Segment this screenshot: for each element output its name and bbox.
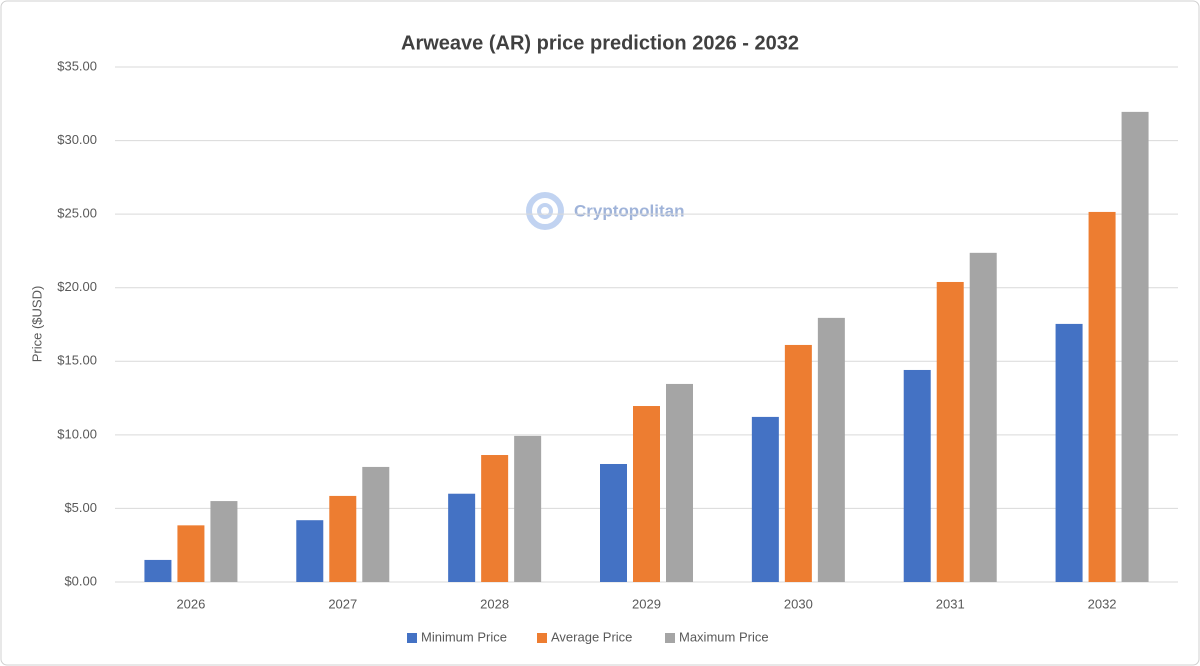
y-tick-label: $0.00 [64, 573, 97, 588]
legend-label: Average Price [551, 629, 632, 644]
bar [784, 344, 812, 582]
legend-swatch [537, 633, 547, 643]
y-tick-label: $20.00 [57, 279, 97, 294]
bar [296, 520, 324, 582]
legend-label: Minimum Price [421, 629, 507, 644]
bar [481, 455, 509, 582]
y-tick-label: $35.00 [57, 58, 97, 73]
bar [329, 495, 357, 582]
bar [514, 435, 542, 582]
bar [1121, 111, 1149, 582]
watermark-logo [526, 192, 564, 230]
x-tick-label: 2032 [1088, 596, 1117, 611]
bar [144, 559, 172, 582]
x-tick-label: 2028 [480, 596, 509, 611]
chart-title: Arweave (AR) price prediction 2026 - 203… [401, 32, 799, 54]
legend-swatch [665, 633, 675, 643]
bar [600, 463, 627, 582]
x-tick-label: 2027 [328, 596, 357, 611]
y-tick-label: $10.00 [57, 426, 97, 441]
bar [936, 281, 964, 582]
bar [633, 406, 660, 582]
bar [448, 493, 476, 582]
y-tick-label: $5.00 [64, 500, 97, 515]
x-tick-label: 2030 [784, 596, 813, 611]
x-tick-label: 2031 [936, 596, 965, 611]
bar [177, 525, 205, 582]
legend-swatch [407, 633, 417, 643]
bar [903, 369, 931, 582]
x-tick-label: 2026 [176, 596, 205, 611]
bar [817, 317, 845, 582]
bar [210, 501, 238, 582]
x-tick-label: 2029 [632, 596, 661, 611]
y-axis-label: Price ($USD) [29, 286, 44, 363]
watermark: Cryptopolitan [574, 201, 685, 220]
bar [1088, 211, 1116, 582]
y-tick-label: $30.00 [57, 132, 97, 147]
bar [666, 383, 693, 582]
bar [1055, 323, 1083, 582]
bar [362, 466, 390, 582]
bar [751, 416, 779, 582]
y-tick-label: $15.00 [57, 353, 97, 368]
bar [969, 252, 997, 582]
y-tick-label: $25.00 [57, 206, 97, 221]
legend-label: Maximum Price [679, 629, 769, 644]
